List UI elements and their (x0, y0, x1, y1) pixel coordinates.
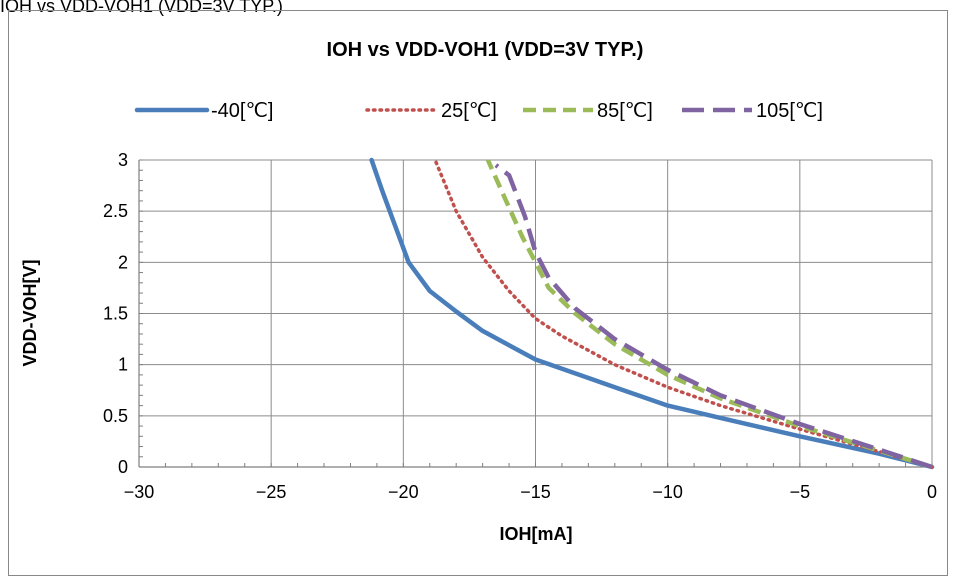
axes (138, 159, 933, 468)
x-tick-label: −5 (790, 482, 811, 502)
legend-label-2: 25[℃] (441, 100, 497, 122)
series-group (369, 157, 935, 470)
x-tick-label: −30 (124, 482, 155, 502)
x-tick-label: −15 (520, 482, 551, 502)
x-tick-label: −25 (256, 482, 287, 502)
series-line-4 (494, 163, 933, 470)
y-tick-label: 2 (118, 252, 128, 272)
y-tick-label: 0.5 (103, 406, 128, 426)
series-line-2 (433, 158, 934, 469)
chart-title: IOH vs VDD-VOH1 (VDD=3V TYP.) (327, 39, 644, 61)
x-tick-label: 0 (927, 482, 937, 502)
series-line-1 (369, 157, 935, 470)
legend-label-3: 85[℃] (597, 100, 653, 122)
y-tick-label: 1.5 (103, 304, 128, 324)
grid (138, 159, 933, 468)
y-tick-label: 0 (118, 457, 128, 477)
y-tick-label: 1 (118, 355, 128, 375)
chart-frame (8, 10, 948, 576)
legend: -40[℃] 25[℃] 85[℃] 105[℃] (134, 100, 823, 122)
x-tick-label: −20 (388, 482, 419, 502)
y-axis-label: VDD-VOH[V] (20, 260, 40, 367)
legend-label-1: -40[℃] (211, 100, 273, 122)
y-tick-label: 3 (118, 150, 128, 170)
x-tick-label: −10 (652, 482, 683, 502)
legend-label-4: 105[℃] (756, 100, 823, 122)
x-axis-label: IOH[mA] (500, 524, 573, 544)
y-tick-label: 2.5 (103, 201, 128, 221)
tick-labels: −30 −25 −20 −15 −10 −5 0 0 0.5 1 1.5 2 2.5 3 (103, 150, 937, 502)
header-fragment: IOH vs VDD-VOH1 (VDD=3V TYP.) (0, 0, 283, 16)
